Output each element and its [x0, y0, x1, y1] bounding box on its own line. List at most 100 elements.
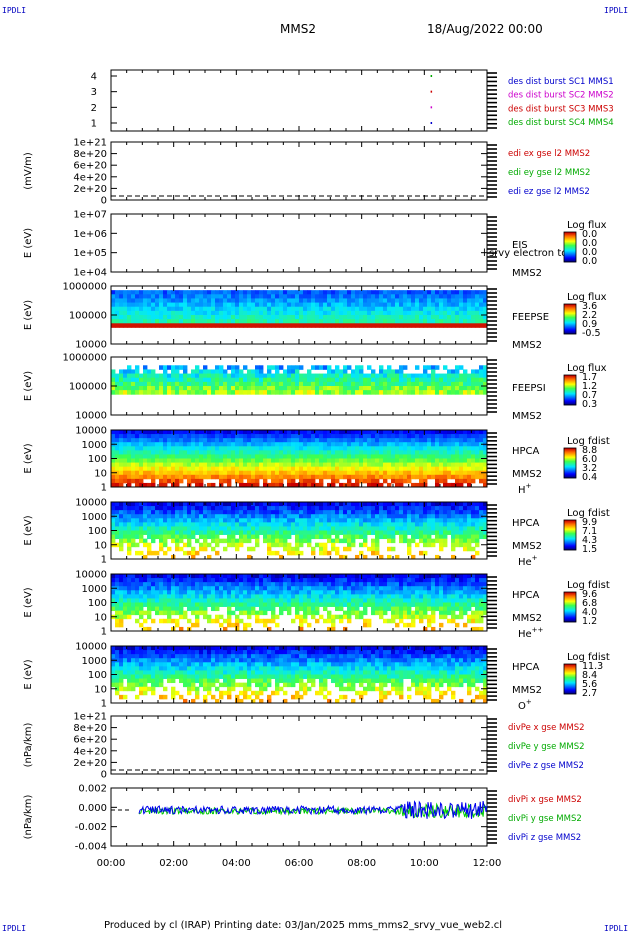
p8-colorbar: [563, 591, 577, 623]
p7-colorbar-title: Log fdist: [567, 508, 610, 519]
p7-species: He+: [518, 554, 538, 568]
p4-colorbar-value: -0.5: [582, 328, 601, 339]
p3-ylabel: E (eV): [23, 228, 34, 258]
p7-spectrogram: [111, 502, 488, 560]
p11-legend-item: divPi y gse MMS2: [508, 814, 582, 824]
p6-ytick-label: 10: [94, 468, 107, 479]
p3-colorbar-value: 0.0: [582, 256, 597, 267]
p8-colorbar-value: 9.6: [582, 589, 597, 600]
p6-colorbar: [563, 447, 577, 479]
p4-spacecraft: MMS2: [512, 340, 542, 351]
p4-ytick-label: 10000: [75, 340, 107, 351]
p2-ylabel: (mV/m): [23, 152, 34, 190]
p4-ytick-label: 100000: [69, 311, 107, 322]
p6-ytick-label: 10000: [75, 426, 107, 437]
p7-ytick-label: 1: [101, 555, 107, 566]
p9-colorbar-value: 2.7: [582, 688, 597, 699]
p9-ytick-label: 10: [94, 684, 107, 695]
p1-burst-marker: [430, 75, 433, 77]
x-axis-tick-label: 12:00: [473, 858, 502, 869]
p8-colorbar-value: 6.8: [582, 598, 597, 609]
p5-ytick-label: 1000000: [62, 353, 107, 364]
p3-colorbar-title: Log flux: [567, 220, 607, 231]
p2-ytick-label: 4e+20: [73, 172, 107, 183]
p10-ytick-label: 1e+21: [73, 712, 107, 723]
spacecraft-title: MMS2: [280, 22, 316, 36]
corner-label-left: IPDLI: [2, 6, 27, 15]
p9-ytick-label: 10000: [75, 642, 107, 653]
x-axis-tick-label: 04:00: [222, 858, 251, 869]
p9-colorbar-title: Log fdist: [567, 652, 610, 663]
x-axis-tick-label: 10:00: [410, 858, 439, 869]
p9-spectrogram: [111, 646, 488, 704]
p1-burst-marker: [430, 122, 433, 124]
p8-ytick-label: 1: [101, 627, 107, 638]
p10-legend-item: divPe x gse MMS2: [508, 723, 585, 733]
p9-colorbar-value: 5.6: [582, 679, 597, 690]
p6-spacecraft: MMS2: [512, 469, 542, 480]
p9-colorbar: [563, 663, 577, 695]
p6-colorbar-value: 8.8: [582, 445, 597, 456]
p4-colorbar-value: 3.6: [582, 301, 597, 312]
p3-colorbar-value: 0.0: [582, 229, 597, 240]
p1-legend-item: des dist burst SC4 MMS4: [508, 118, 614, 128]
p7-charge: +: [532, 554, 538, 562]
p4-instrument: FEEPSE: [512, 312, 549, 323]
p7-colorbar-value: 9.9: [582, 517, 597, 528]
p1-ytick-label: 1: [91, 119, 97, 130]
p6-ytick-label: 1000: [82, 440, 107, 451]
p9-colorbar-value: 8.4: [582, 670, 597, 681]
p2-ytick-label: 8e+20: [73, 149, 107, 160]
p4-colorbar-value: 2.2: [582, 310, 597, 321]
p8-ytick-label: 10: [94, 612, 107, 623]
p7-ytick-label: 1000: [82, 512, 107, 523]
p7-colorbar: [563, 519, 577, 551]
p6-ytick-label: 1: [101, 483, 107, 494]
p3-overlay-text: l srvy electron to: [483, 248, 567, 259]
p3-instrument: EIS: [512, 240, 528, 251]
p4-colorbar-value: 0.9: [582, 319, 597, 330]
p1-burst-marker: [430, 90, 433, 93]
p5-colorbar-title: Log flux: [567, 363, 607, 374]
p1-burst-marker: [430, 106, 433, 109]
corner-label-right: IPDLI: [604, 6, 629, 15]
p3-colorbar-value: 0.0: [582, 238, 597, 249]
p6-instrument: HPCA: [512, 446, 540, 457]
p10-ytick-label: 4e+20: [73, 746, 107, 757]
p3-ytick-label: 1e+06: [73, 229, 107, 240]
p1-legend-item: des dist burst SC1 MMS1: [508, 77, 614, 87]
p11-frame: [110, 787, 488, 847]
p10-ytick-label: 2e+20: [73, 758, 107, 769]
p2-ytick-label: 6e+20: [73, 161, 107, 172]
p4-colorbar-title: Log flux: [567, 292, 607, 303]
p5-colorbar: [563, 374, 577, 406]
p1-frame: [110, 69, 488, 132]
p8-spectrogram: [111, 574, 488, 632]
x-axis-tick-label: 08:00: [347, 858, 376, 869]
p4-ylabel: E (eV): [23, 300, 34, 330]
p2-ytick-label: 2e+20: [73, 184, 107, 195]
p10-frame: [110, 715, 488, 775]
p3-ytick-label: 1e+05: [73, 248, 107, 259]
p8-species: He++: [518, 626, 544, 640]
p1-ytick-label: 2: [91, 103, 97, 114]
p6-colorbar-title: Log fdist: [567, 436, 610, 447]
datetime-title: 18/Aug/2022 00:00: [427, 22, 543, 36]
p2-ytick-label: 0: [101, 196, 107, 207]
p2-legend-item: edi ez gse l2 MMS2: [508, 187, 590, 197]
p7-colorbar-value: 7.1: [582, 526, 597, 537]
p8-ytick-label: 1000: [82, 584, 107, 595]
p9-instrument: HPCA: [512, 662, 540, 673]
p1-ytick-label: 4: [91, 72, 97, 83]
p11-legend-item: divPi z gse MMS2: [508, 833, 581, 843]
p9-ytick-label: 1000: [82, 656, 107, 667]
p8-ylabel: E (eV): [23, 587, 34, 617]
p6-ylabel: E (eV): [23, 443, 34, 473]
corner-label-bottom-left: IPDLI: [2, 924, 27, 933]
p10-ytick-label: 0: [101, 770, 107, 781]
p8-spacecraft: MMS2: [512, 613, 542, 624]
p5-colorbar-value: 0.3: [582, 399, 597, 410]
p3-ytick-label: 1e+04: [73, 268, 107, 279]
x-axis-tick-label: 02:00: [159, 858, 188, 869]
